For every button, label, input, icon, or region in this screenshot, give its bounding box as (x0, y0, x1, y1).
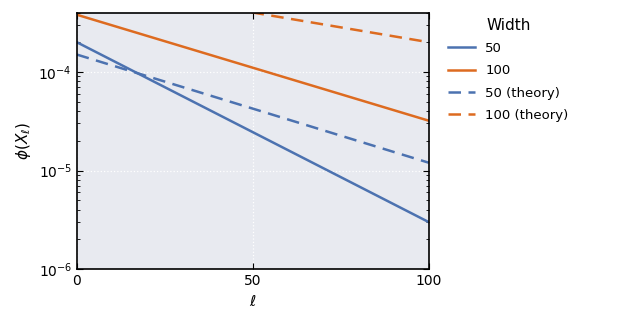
100 (362, 100, 369, 104)
50 (theory) (240, 104, 248, 108)
100 (417, 116, 424, 120)
50 (theory) (282, 117, 290, 121)
100 (425, 119, 433, 123)
Line: 50 (theory): 50 (theory) (77, 54, 429, 163)
100 (theory) (243, 9, 250, 13)
50 (theory) (425, 161, 433, 165)
50 (264, 138, 271, 141)
50 (362, 188, 369, 192)
50 (theory) (417, 158, 424, 162)
X-axis label: $\ell$: $\ell$ (249, 294, 257, 309)
100 (theory) (425, 40, 433, 44)
Legend: 50, 100, 50 (theory), 100 (theory): 50, 100, 50 (theory), 100 (theory) (443, 13, 573, 127)
Line: 100: 100 (77, 15, 429, 121)
50 (theory) (264, 111, 271, 115)
100 (282, 76, 290, 80)
Y-axis label: $\phi(X_\ell)$: $\phi(X_\ell)$ (14, 122, 33, 160)
50 (theory) (73, 53, 81, 56)
100 (theory) (240, 9, 248, 13)
50 (theory) (362, 141, 369, 145)
100 (theory) (417, 39, 424, 43)
100 (240, 63, 248, 67)
50 (73, 40, 81, 44)
50 (theory) (243, 105, 250, 108)
50 (425, 220, 433, 224)
50 (417, 216, 424, 220)
100 (theory) (264, 13, 271, 17)
100 (73, 13, 81, 17)
100 (theory) (362, 30, 369, 33)
Line: 50: 50 (77, 42, 429, 222)
100 (264, 70, 271, 74)
100 (theory) (282, 16, 290, 20)
50 (243, 127, 250, 131)
50 (282, 147, 290, 151)
Line: 100 (theory): 100 (theory) (77, 0, 429, 42)
100 (243, 64, 250, 68)
50 (240, 126, 248, 130)
